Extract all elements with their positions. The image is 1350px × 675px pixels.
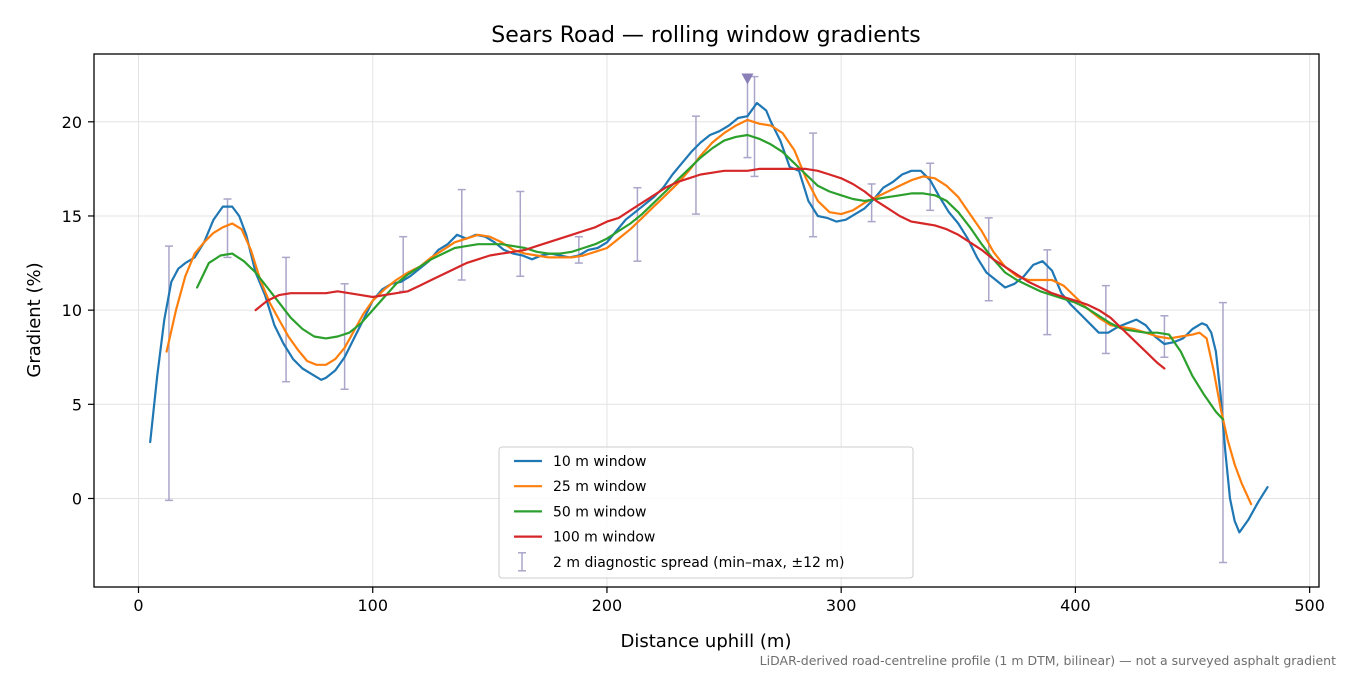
footnote: LiDAR-derived road-centreline profile (1…	[760, 653, 1336, 668]
y-tick-label: 0	[72, 489, 82, 508]
x-axis-label: Distance uphill (m)	[621, 631, 792, 652]
plot-frame	[93, 53, 1320, 588]
errorbar	[926, 162, 935, 212]
errorbar	[399, 235, 408, 293]
y-tick-label: 10	[62, 301, 82, 320]
errorbar	[1043, 249, 1052, 336]
legend: 10 m window 25 m window 50 m window 100 m w…	[498, 446, 914, 579]
legend-label: 2 m diagnostic spread (min–max, ±12 m)	[553, 555, 844, 571]
x-tick-label: 0	[133, 596, 143, 615]
errorbar	[340, 283, 349, 390]
errorbar	[750, 75, 759, 178]
x-tick-label: 200	[592, 596, 623, 615]
series-line-50-m-window	[196, 133, 1225, 421]
y-tick-label: 5	[72, 395, 82, 414]
x-tick-label: 500	[1294, 596, 1325, 615]
x-tick-label: 400	[1060, 596, 1091, 615]
legend-box	[498, 446, 914, 579]
errorbar	[282, 256, 291, 383]
legend-label: 50 m window	[553, 504, 646, 520]
y-axis-ticks: 0 5 10 15 20	[62, 113, 94, 508]
errorbar	[516, 190, 525, 277]
errorbar	[1160, 315, 1169, 358]
legend-label: 10 m window	[553, 454, 646, 470]
errorbar	[164, 245, 173, 502]
series-line-25-m-window	[165, 118, 1253, 506]
series-line-10-m-window	[149, 101, 1269, 534]
x-tick-label: 300	[826, 596, 857, 615]
errorbar	[633, 186, 642, 262]
series-line-100-m-window	[254, 167, 1166, 370]
marker-layer	[741, 73, 754, 85]
errorbar	[984, 217, 993, 302]
x-tick-label: 100	[357, 596, 388, 615]
y-tick-label: 15	[62, 207, 82, 226]
chart-title: Sears Road — rolling window gradients	[491, 23, 921, 48]
errorbar	[223, 198, 232, 259]
legend-label: 100 m window	[553, 530, 655, 546]
y-axis-label: Gradient (%)	[24, 262, 45, 377]
legend-label: 25 m window	[553, 479, 646, 495]
errorbar	[691, 115, 700, 215]
peak-marker-icon	[741, 73, 754, 85]
grid	[94, 54, 1319, 587]
x-axis-ticks: 0 100 200 300 400 500	[133, 587, 1325, 615]
series-layer	[149, 101, 1269, 534]
errorbar	[809, 132, 818, 238]
y-tick-label: 20	[62, 113, 82, 132]
